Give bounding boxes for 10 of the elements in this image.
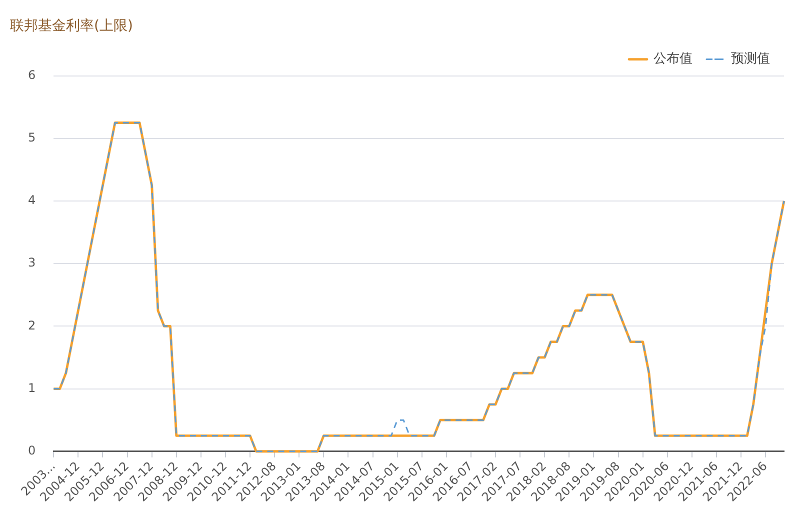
y-tick-label: 4	[28, 193, 36, 208]
legend-label: 预测值	[731, 52, 770, 67]
y-tick-label: 2	[28, 318, 36, 332]
y-tick-label: 1	[28, 380, 36, 395]
y-tick-label: 5	[28, 130, 36, 145]
y-tick-label: 6	[28, 68, 36, 82]
y-tick-label: 0	[28, 443, 36, 458]
y-tick-label: 3	[28, 256, 36, 270]
legend-label: 公布值	[654, 52, 692, 67]
chart-title: 联邦基金利率(上限)	[10, 18, 133, 34]
